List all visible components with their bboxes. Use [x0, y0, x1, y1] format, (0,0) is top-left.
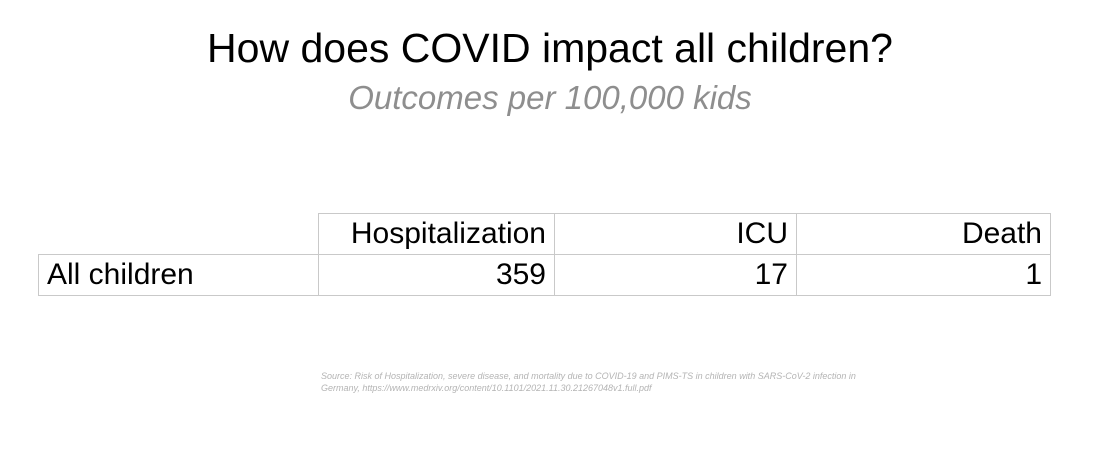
chart-subtitle: Outcomes per 100,000 kids	[348, 79, 752, 116]
row-label-all-children: All children	[38, 254, 319, 296]
outcomes-table: Hospitalization ICU Death All children 3…	[38, 213, 1051, 296]
cell-hospitalization-value: 359	[318, 254, 555, 296]
corner-cell	[38, 213, 319, 255]
column-header-icu: ICU	[554, 213, 797, 255]
outcomes-table-container: Hospitalization ICU Death All children 3…	[38, 213, 1051, 296]
table-header-row: Hospitalization ICU Death	[38, 213, 1051, 255]
source-note: Source: Risk of Hospitalization, severe …	[321, 371, 856, 393]
column-header-death: Death	[796, 213, 1051, 255]
cell-icu-value: 17	[554, 254, 797, 296]
table-row: All children 359 17 1	[38, 254, 1051, 296]
chart-title: How does COVID impact all children?	[207, 25, 893, 71]
cell-death-value: 1	[796, 254, 1051, 296]
column-header-hospitalization: Hospitalization	[318, 213, 555, 255]
